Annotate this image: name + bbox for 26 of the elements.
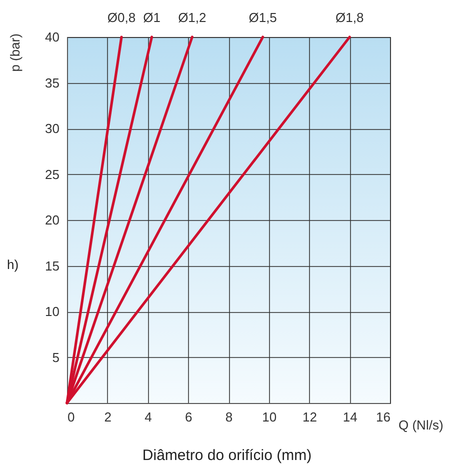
y-tick-label: 40	[45, 30, 60, 44]
series-label: Ø0,8	[107, 10, 136, 25]
text: Diâmetro do orifício (mm)	[142, 447, 312, 464]
x-tick-label: 8	[225, 410, 233, 424]
series-label: Ø1,5	[248, 10, 277, 25]
x-tick-label: 14	[342, 410, 358, 424]
x-tick-label: 0	[68, 410, 75, 424]
y-tick-label: 25	[45, 166, 60, 182]
y-axis-title: p (bar)	[8, 34, 22, 72]
y-tick-label: 30	[45, 121, 60, 136]
series-label: Ø1,2	[178, 10, 206, 25]
y-tick-label: 35	[45, 75, 60, 90]
series-label: Ø1	[143, 10, 160, 25]
x-tick-label: 10	[262, 410, 277, 424]
y-tick-label: 15	[45, 258, 60, 274]
x-tick-label: 2	[104, 410, 112, 424]
x-tick-label: 12	[302, 410, 317, 424]
series-label: Ø1,8	[336, 10, 364, 25]
text: h)	[7, 257, 19, 272]
y-tick-label: 5	[52, 350, 60, 365]
x-tick-label: 16	[376, 410, 390, 424]
x-axis-title: Q (Nl/s)	[398, 418, 444, 432]
x-tick-label: 6	[185, 410, 192, 424]
y-tick-label: 10	[45, 304, 60, 319]
y-tick-label: 20	[45, 212, 60, 228]
x-tick-label: 4	[144, 410, 152, 424]
